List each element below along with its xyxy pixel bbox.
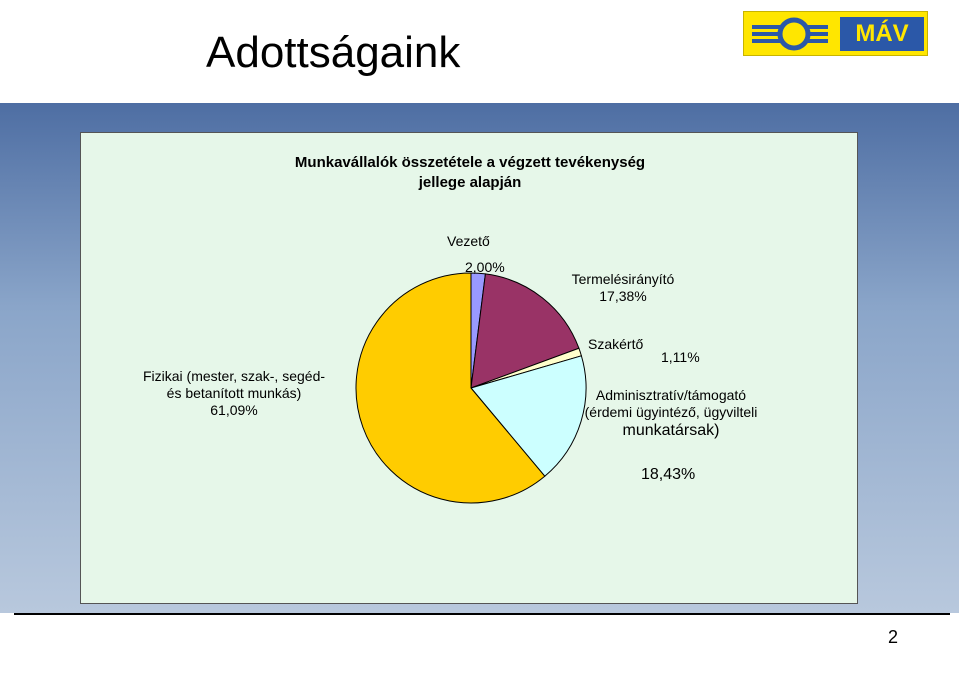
footer-divider: [14, 613, 950, 615]
label-adminisztrativ-line-1: Adminisztratív/támogató: [595, 387, 747, 403]
pie-slice-fizikai: [355, 272, 546, 504]
label-adminisztrativ: Adminisztratív/támogató (érdemi ügyintéz…: [571, 387, 771, 441]
label-fizikai: Fizikai (mester, szak-, segéd- és betaní…: [119, 368, 349, 419]
chart-panel: Munkavállalók összetétele a végzett tevé…: [80, 132, 858, 604]
label-fizikai-line-2: és betanított munkás): [166, 385, 302, 401]
chart-title-line-2: jellege alapján: [418, 174, 522, 191]
value-termelesiranyito: 17,38%: [599, 288, 647, 304]
label-termelesiranyito-name: Termelésirányító: [571, 271, 675, 287]
mav-logo-mark: [752, 17, 828, 51]
label-vezeto: Vezető: [447, 233, 490, 250]
pie-chart: [355, 272, 587, 504]
page-number: 2: [888, 627, 899, 647]
label-termelesiranyito: Termelésirányító 17,38%: [548, 271, 698, 305]
slide-title: Adottságaink: [206, 28, 461, 77]
value-szakerto: 1,11%: [661, 349, 700, 365]
pie-slice-termel-sir-ny-t: [470, 273, 580, 389]
pie-slice-adminisztrat-v-t-mogat: [470, 355, 587, 477]
value-fizikai: 61,09%: [210, 402, 258, 418]
label-adminisztrativ-line-2: (érdemi ügyintéző, ügyvilteli: [584, 404, 758, 420]
label-szakerto: Szakértő: [588, 336, 644, 352]
chart-title-line-1: Munkavállalók összetétele a végzett tevé…: [294, 154, 646, 171]
label-fizikai-line-1: Fizikai (mester, szak-, segéd-: [142, 368, 326, 384]
mav-logo-text: MÁV: [840, 17, 924, 51]
mav-logo: MÁV: [743, 11, 928, 56]
label-adminisztrativ-line-3: munkatársak): [622, 422, 720, 439]
chart-title: Munkavállalók összetétele a végzett tevé…: [81, 153, 859, 193]
value-adminisztrativ: 18,43%: [641, 466, 696, 483]
label-vezeto-name: Vezető: [447, 233, 490, 249]
value-vezeto: 2,00%: [465, 259, 505, 275]
